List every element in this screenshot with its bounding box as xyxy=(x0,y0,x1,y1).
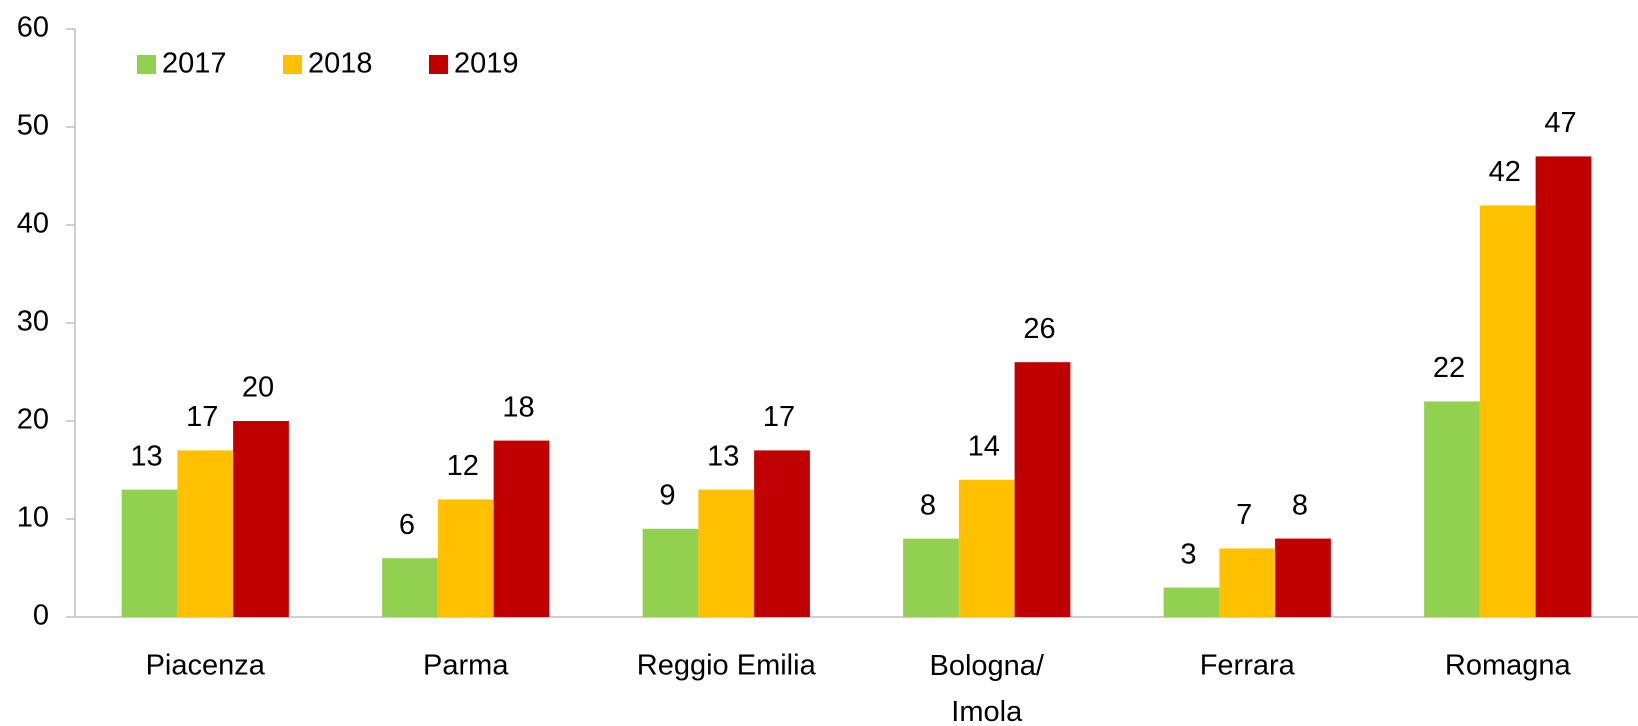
data-label: 17 xyxy=(186,401,218,433)
legend-swatch xyxy=(137,55,156,74)
x-tick-label: Parma xyxy=(423,650,509,682)
x-tick-label: Romagna xyxy=(1445,650,1572,682)
data-label: 7 xyxy=(1236,499,1252,531)
data-label: 47 xyxy=(1544,107,1576,139)
bar xyxy=(698,489,755,617)
data-label: 42 xyxy=(1489,156,1521,188)
bar xyxy=(642,528,699,617)
legend-label: 2018 xyxy=(308,48,373,80)
y-tick-label: 60 xyxy=(17,12,49,44)
data-label: 14 xyxy=(968,430,1000,462)
bar xyxy=(233,421,289,617)
data-label: 26 xyxy=(1023,313,1055,345)
x-tick-label: Ferrara xyxy=(1200,650,1296,682)
bar xyxy=(754,450,810,617)
bar xyxy=(903,538,959,617)
data-label: 8 xyxy=(920,489,936,521)
bar xyxy=(1479,205,1536,617)
data-label: 8 xyxy=(1292,489,1308,521)
bar xyxy=(958,479,1015,617)
x-tick-label: Reggio Emilia xyxy=(637,650,817,682)
bar xyxy=(1219,548,1276,617)
bar xyxy=(1014,362,1071,617)
data-label: 22 xyxy=(1433,352,1465,384)
bar xyxy=(1163,587,1220,617)
y-tick-label: 50 xyxy=(17,110,49,142)
bar xyxy=(437,499,494,617)
x-tick-label: Piacenza xyxy=(146,650,266,682)
y-tick-label: 10 xyxy=(17,502,49,534)
data-label: 3 xyxy=(1180,538,1196,570)
data-label: 6 xyxy=(399,509,415,541)
x-tick-label: Bologna/Imola xyxy=(930,650,1045,726)
data-label: 9 xyxy=(659,479,675,511)
data-label: 20 xyxy=(242,372,274,404)
bar xyxy=(121,489,178,617)
bar xyxy=(1424,401,1480,617)
legend-swatch xyxy=(283,55,302,74)
bar xyxy=(382,558,438,617)
bar xyxy=(1275,538,1331,617)
data-label: 18 xyxy=(502,391,534,423)
bar xyxy=(177,450,234,617)
legend-label: 2019 xyxy=(454,48,519,80)
data-label: 13 xyxy=(707,440,739,472)
data-label: 12 xyxy=(447,450,479,482)
data-label: 17 xyxy=(763,401,795,433)
bar xyxy=(493,440,550,617)
bar xyxy=(1535,156,1592,617)
y-tick-label: 0 xyxy=(33,600,49,632)
y-tick-label: 40 xyxy=(17,208,49,240)
legend-swatch xyxy=(429,55,448,74)
y-tick-label: 20 xyxy=(17,404,49,436)
data-label: 13 xyxy=(130,440,162,472)
legend-label: 2017 xyxy=(162,48,227,80)
y-tick-label: 30 xyxy=(17,306,49,338)
